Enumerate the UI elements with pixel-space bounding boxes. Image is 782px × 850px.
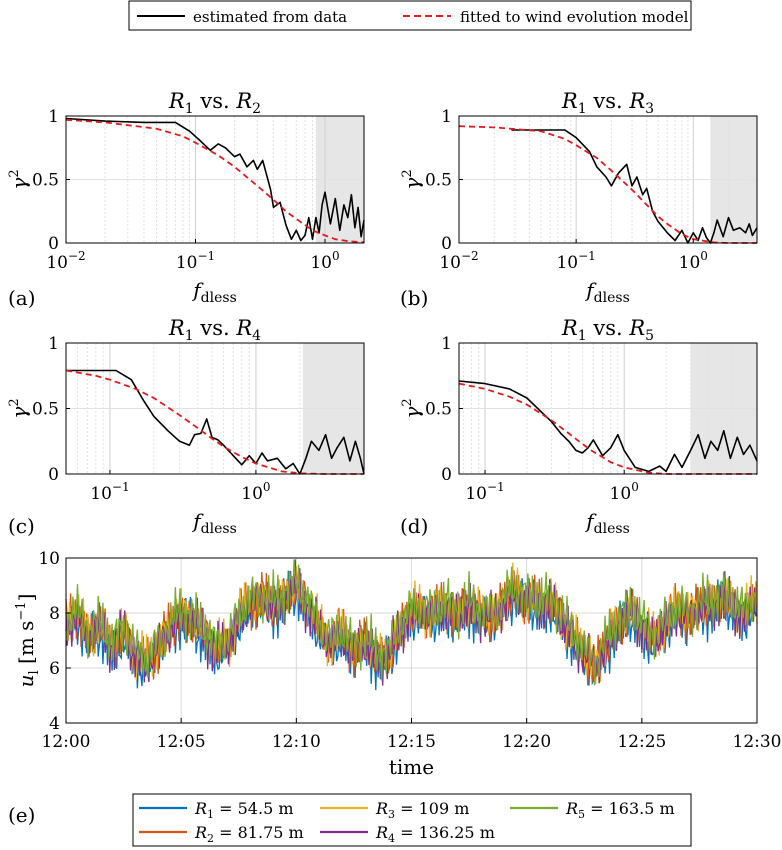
y-tick-label: 0 xyxy=(441,465,452,485)
legend-item-r4: R4 = 136.25 m xyxy=(320,823,495,845)
x-tick-label: 12:30 xyxy=(733,732,782,752)
x-tick-label: 10−1 xyxy=(556,249,595,273)
legend-item-r5: R5 = 163.5 m xyxy=(510,799,675,821)
x-tick-label: 12:00 xyxy=(42,732,91,752)
y-tick-label: 0 xyxy=(48,234,59,254)
x-axis-label: fdless xyxy=(584,509,630,537)
panel-c: 0 0.5 1 10−1 100 R1 vs. R4 fdless γ2 (c) xyxy=(7,316,365,538)
y-tick-label: 0.5 xyxy=(32,171,59,191)
y-axis-label: γ2 xyxy=(400,169,424,189)
estimated-series-line xyxy=(66,369,365,475)
y-tick-label: 0.5 xyxy=(32,400,59,420)
panel-label: (a) xyxy=(8,286,36,310)
x-axis-label: fdless xyxy=(191,278,237,306)
fitted-series-line xyxy=(458,125,757,244)
y-tick-label: 10 xyxy=(38,549,60,569)
legend-label: R5 = 163.5 m xyxy=(565,799,675,821)
panel-label: (b) xyxy=(400,286,428,310)
x-tick-label: 12:20 xyxy=(502,732,551,752)
series-legend: R1 = 54.5 mR2 = 81.75 m R3 = 109 mR4 = 13… xyxy=(132,793,692,847)
x-tick-label: 10−1 xyxy=(90,480,129,504)
legend-label: R3 = 109 m xyxy=(375,799,469,821)
top-legend: estimated from data fitted to wind evolut… xyxy=(128,0,692,31)
x-tick-label: 100 xyxy=(679,249,708,273)
x-axis-label: fdless xyxy=(191,509,237,537)
panel-title: R1 vs. R5 xyxy=(561,316,654,344)
legend-box xyxy=(132,793,692,847)
y-axis-label: γ2 xyxy=(7,169,31,189)
estimated-series-line xyxy=(458,380,758,473)
y-tick-label: 6 xyxy=(49,659,60,679)
panel-title: R1 vs. R3 xyxy=(561,89,654,117)
panel-b: 0 0.5 1 10−2 10−1 100 R1 vs. R3 fdless γ2 (b) xyxy=(400,89,758,310)
x-tick-label: 12:25 xyxy=(617,732,666,752)
legend-label: R2 = 81.75 m xyxy=(194,823,304,845)
panel-a: 0 0.5 1 10−2 10−1 100 R1 vs. R2 fdless γ2 (a) xyxy=(7,89,365,310)
fitted-series-line xyxy=(458,382,757,475)
fitted-series-line xyxy=(65,369,364,475)
series-line-r5 xyxy=(65,559,758,686)
estimated-series-line xyxy=(511,129,758,244)
panel-label: (c) xyxy=(8,514,35,538)
y-tick-label: 1 xyxy=(441,334,452,354)
estimated-series-line xyxy=(65,117,365,242)
y-tick-label: 0 xyxy=(441,234,452,254)
y-tick-label: 0.5 xyxy=(425,171,452,191)
y-tick-label: 1 xyxy=(48,334,59,354)
x-axis-label: fdless xyxy=(584,278,630,306)
x-tick-label: 100 xyxy=(310,249,339,273)
legend-label: fitted to wind evolution model xyxy=(460,8,689,26)
legend-item-fitted: fitted to wind evolution model xyxy=(403,8,689,26)
panel-d: 0 0.5 1 10−1 100 R1 vs. R5 fdless γ2 (d) xyxy=(400,316,758,538)
x-tick-label: 10−1 xyxy=(465,480,504,504)
fitted-series-line xyxy=(65,118,365,244)
y-tick-label: 1 xyxy=(441,107,452,127)
x-tick-label: 10−2 xyxy=(46,249,85,273)
legend-item-estimated: estimated from data xyxy=(137,8,347,26)
x-tick-label: 12:10 xyxy=(272,732,321,752)
y-tick-label: 0 xyxy=(48,465,59,485)
x-tick-label: 10−2 xyxy=(439,249,478,273)
y-axis-label: γ2 xyxy=(7,398,31,418)
panel-label: (d) xyxy=(400,514,428,538)
y-axis-label: ul [m s−1] xyxy=(14,594,42,688)
x-axis-label: time xyxy=(389,755,434,779)
y-tick-label: 4 xyxy=(49,714,60,734)
legend-label: R4 = 136.25 m xyxy=(375,823,495,845)
legend-label: R1 = 54.5 m xyxy=(194,799,294,821)
legend-label: estimated from data xyxy=(193,8,347,26)
x-tick-label: 12:15 xyxy=(387,732,436,752)
legend-item-r2: R2 = 81.75 m xyxy=(139,823,304,845)
y-tick-label: 1 xyxy=(48,107,59,127)
panel-title: R1 vs. R4 xyxy=(168,316,261,344)
x-tick-label: 12:05 xyxy=(157,732,206,752)
legend-item-r1: R1 = 54.5 m xyxy=(139,799,294,821)
panel-title: R1 vs. R2 xyxy=(168,89,261,117)
y-tick-label: 0.5 xyxy=(425,400,452,420)
panel-label: (e) xyxy=(8,803,35,827)
y-tick-label: 8 xyxy=(49,604,60,624)
x-tick-label: 10−1 xyxy=(176,249,215,273)
x-tick-label: 100 xyxy=(241,480,270,504)
panel-e: 4 6 8 10 12:00 12:05 12:10 12:15 12:20 12:25 12:30… xyxy=(8,549,782,847)
y-axis-label: γ2 xyxy=(400,398,424,418)
legend-item-r3: R3 = 109 m xyxy=(320,799,469,821)
x-tick-label: 100 xyxy=(610,480,639,504)
